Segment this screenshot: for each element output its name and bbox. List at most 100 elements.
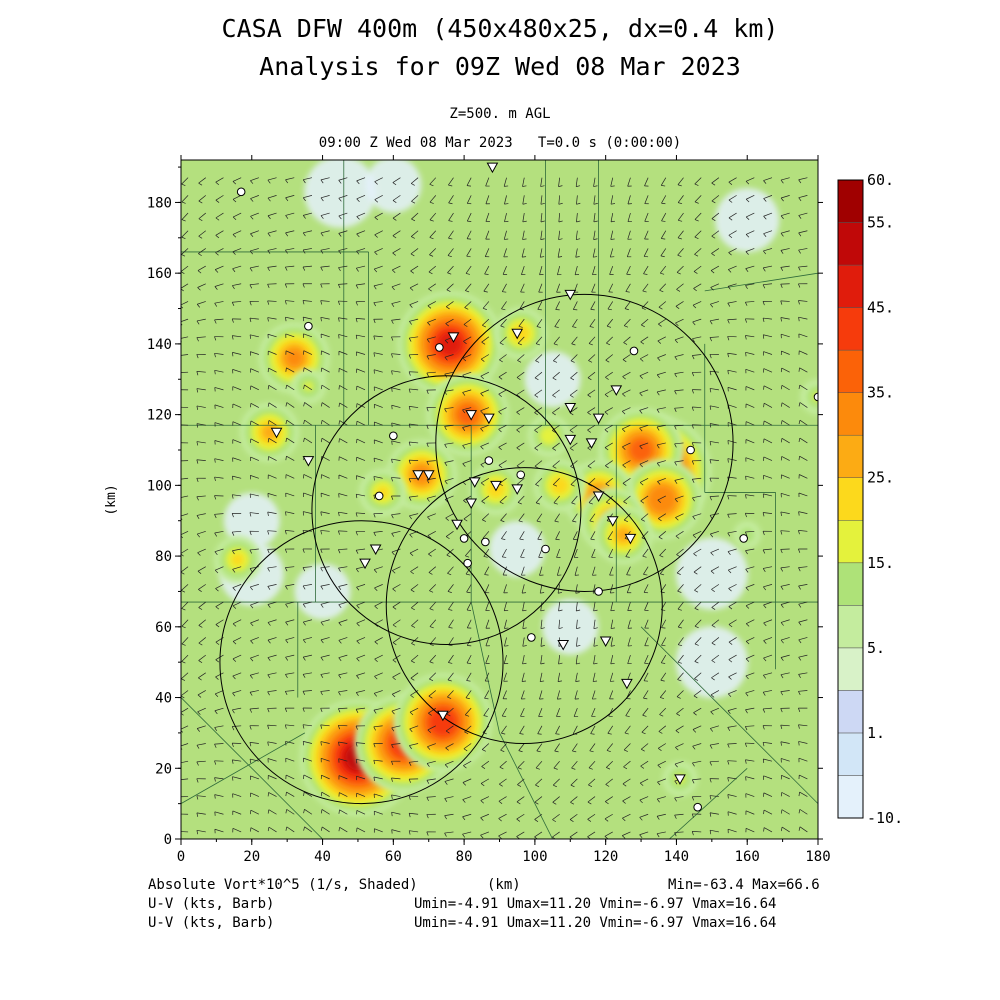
wind-barb [745,248,755,255]
wind-barb [232,352,242,357]
wind-barb [604,389,613,398]
barb-flag [745,658,750,662]
barb-flag [392,642,397,646]
wind-barb [483,283,490,293]
barb-staff [780,300,790,302]
barb-flag [356,216,360,220]
radar-range-ring [219,520,504,805]
wind-barb [587,813,596,822]
barb-staff [693,265,702,272]
barb-staff [658,301,667,308]
wind-barb [643,566,649,576]
barb-staff [485,654,490,664]
wind-barb [498,831,507,839]
barb-staff [553,336,560,345]
barb-flag [179,390,180,394]
wind-barb [537,531,543,541]
wind-barb [570,778,578,788]
colorbar-label: 15. [867,554,894,572]
barb-flag [284,283,288,288]
barb-flag [658,518,662,522]
barb-flag [392,676,396,681]
barb-flag [674,461,677,466]
wind-barb [625,283,631,293]
barb-staff [320,741,330,744]
barb-staff [462,371,472,376]
wind-barb [727,318,737,324]
wind-barb [540,637,545,647]
barb-staff [644,654,649,664]
barb-flag [267,284,270,288]
wind-barb [644,212,649,222]
wind-barb [593,195,598,205]
barb-staff [710,725,720,729]
barb-flag [338,300,340,305]
barb-staff [501,725,507,734]
barb-flag [285,621,289,626]
barb-staff [356,368,366,373]
barb-flag [181,678,186,681]
barb-flag [267,691,270,696]
wind-barb [447,690,454,699]
title-line-2: Analysis for 09Z Wed 08 Mar 2023 [259,52,741,81]
wind-barb [215,584,224,592]
station-circle [459,534,469,543]
barb-staff [745,421,755,426]
wind-barb [284,690,295,696]
wind-barb [694,230,702,240]
barb-flag [590,538,595,541]
barb-flag [587,801,592,805]
barb-staff [429,619,437,627]
barb-flag [610,220,616,223]
barb-staff [676,548,684,555]
barb-staff [661,619,667,628]
barb-flag [215,235,220,239]
wind-barb [727,301,737,307]
barb-staff [763,758,773,762]
barb-staff [338,690,348,693]
barb-flag [622,483,627,486]
wind-barb [285,619,295,626]
barb-staff [498,424,507,430]
barb-staff [592,672,596,682]
barb-staff [267,637,277,641]
barb-flag [179,425,180,429]
barb-staff [391,440,401,444]
wind-barb [745,584,755,591]
barb-flag [504,220,509,223]
barb-flag [728,588,732,592]
wind-barb [391,725,401,732]
barb-flag [198,253,202,257]
barb-flag [231,513,234,518]
barb-staff [692,424,702,426]
barb-flag [659,714,664,717]
barb-flag [355,301,358,306]
barb-flag [694,661,699,664]
wind-barb [356,810,366,815]
barb-flag [711,182,716,186]
x-tick-label: 80 [456,849,473,865]
barb-staff [799,402,808,408]
wind-barb [516,424,525,433]
barb-staff [522,177,525,187]
wind-barb [745,566,755,573]
wind-barb [710,283,720,291]
wind-barb [537,725,543,735]
barb-staff [268,775,277,780]
barb-flag [500,325,505,328]
wind-barb [338,265,348,272]
wind-barb [605,778,613,787]
barb-staff [780,637,790,641]
wind-barb [558,655,563,665]
wind-barb [302,265,312,271]
barb-staff [781,758,790,762]
wind-barb [643,265,649,275]
barb-staff [675,743,684,748]
wind-barb [410,584,419,593]
barb-staff [250,809,260,815]
wind-barb [409,707,419,716]
barb-flag [745,550,748,555]
barb-staff [763,654,773,659]
wind-barb [338,758,348,763]
barb-flag [267,385,270,390]
